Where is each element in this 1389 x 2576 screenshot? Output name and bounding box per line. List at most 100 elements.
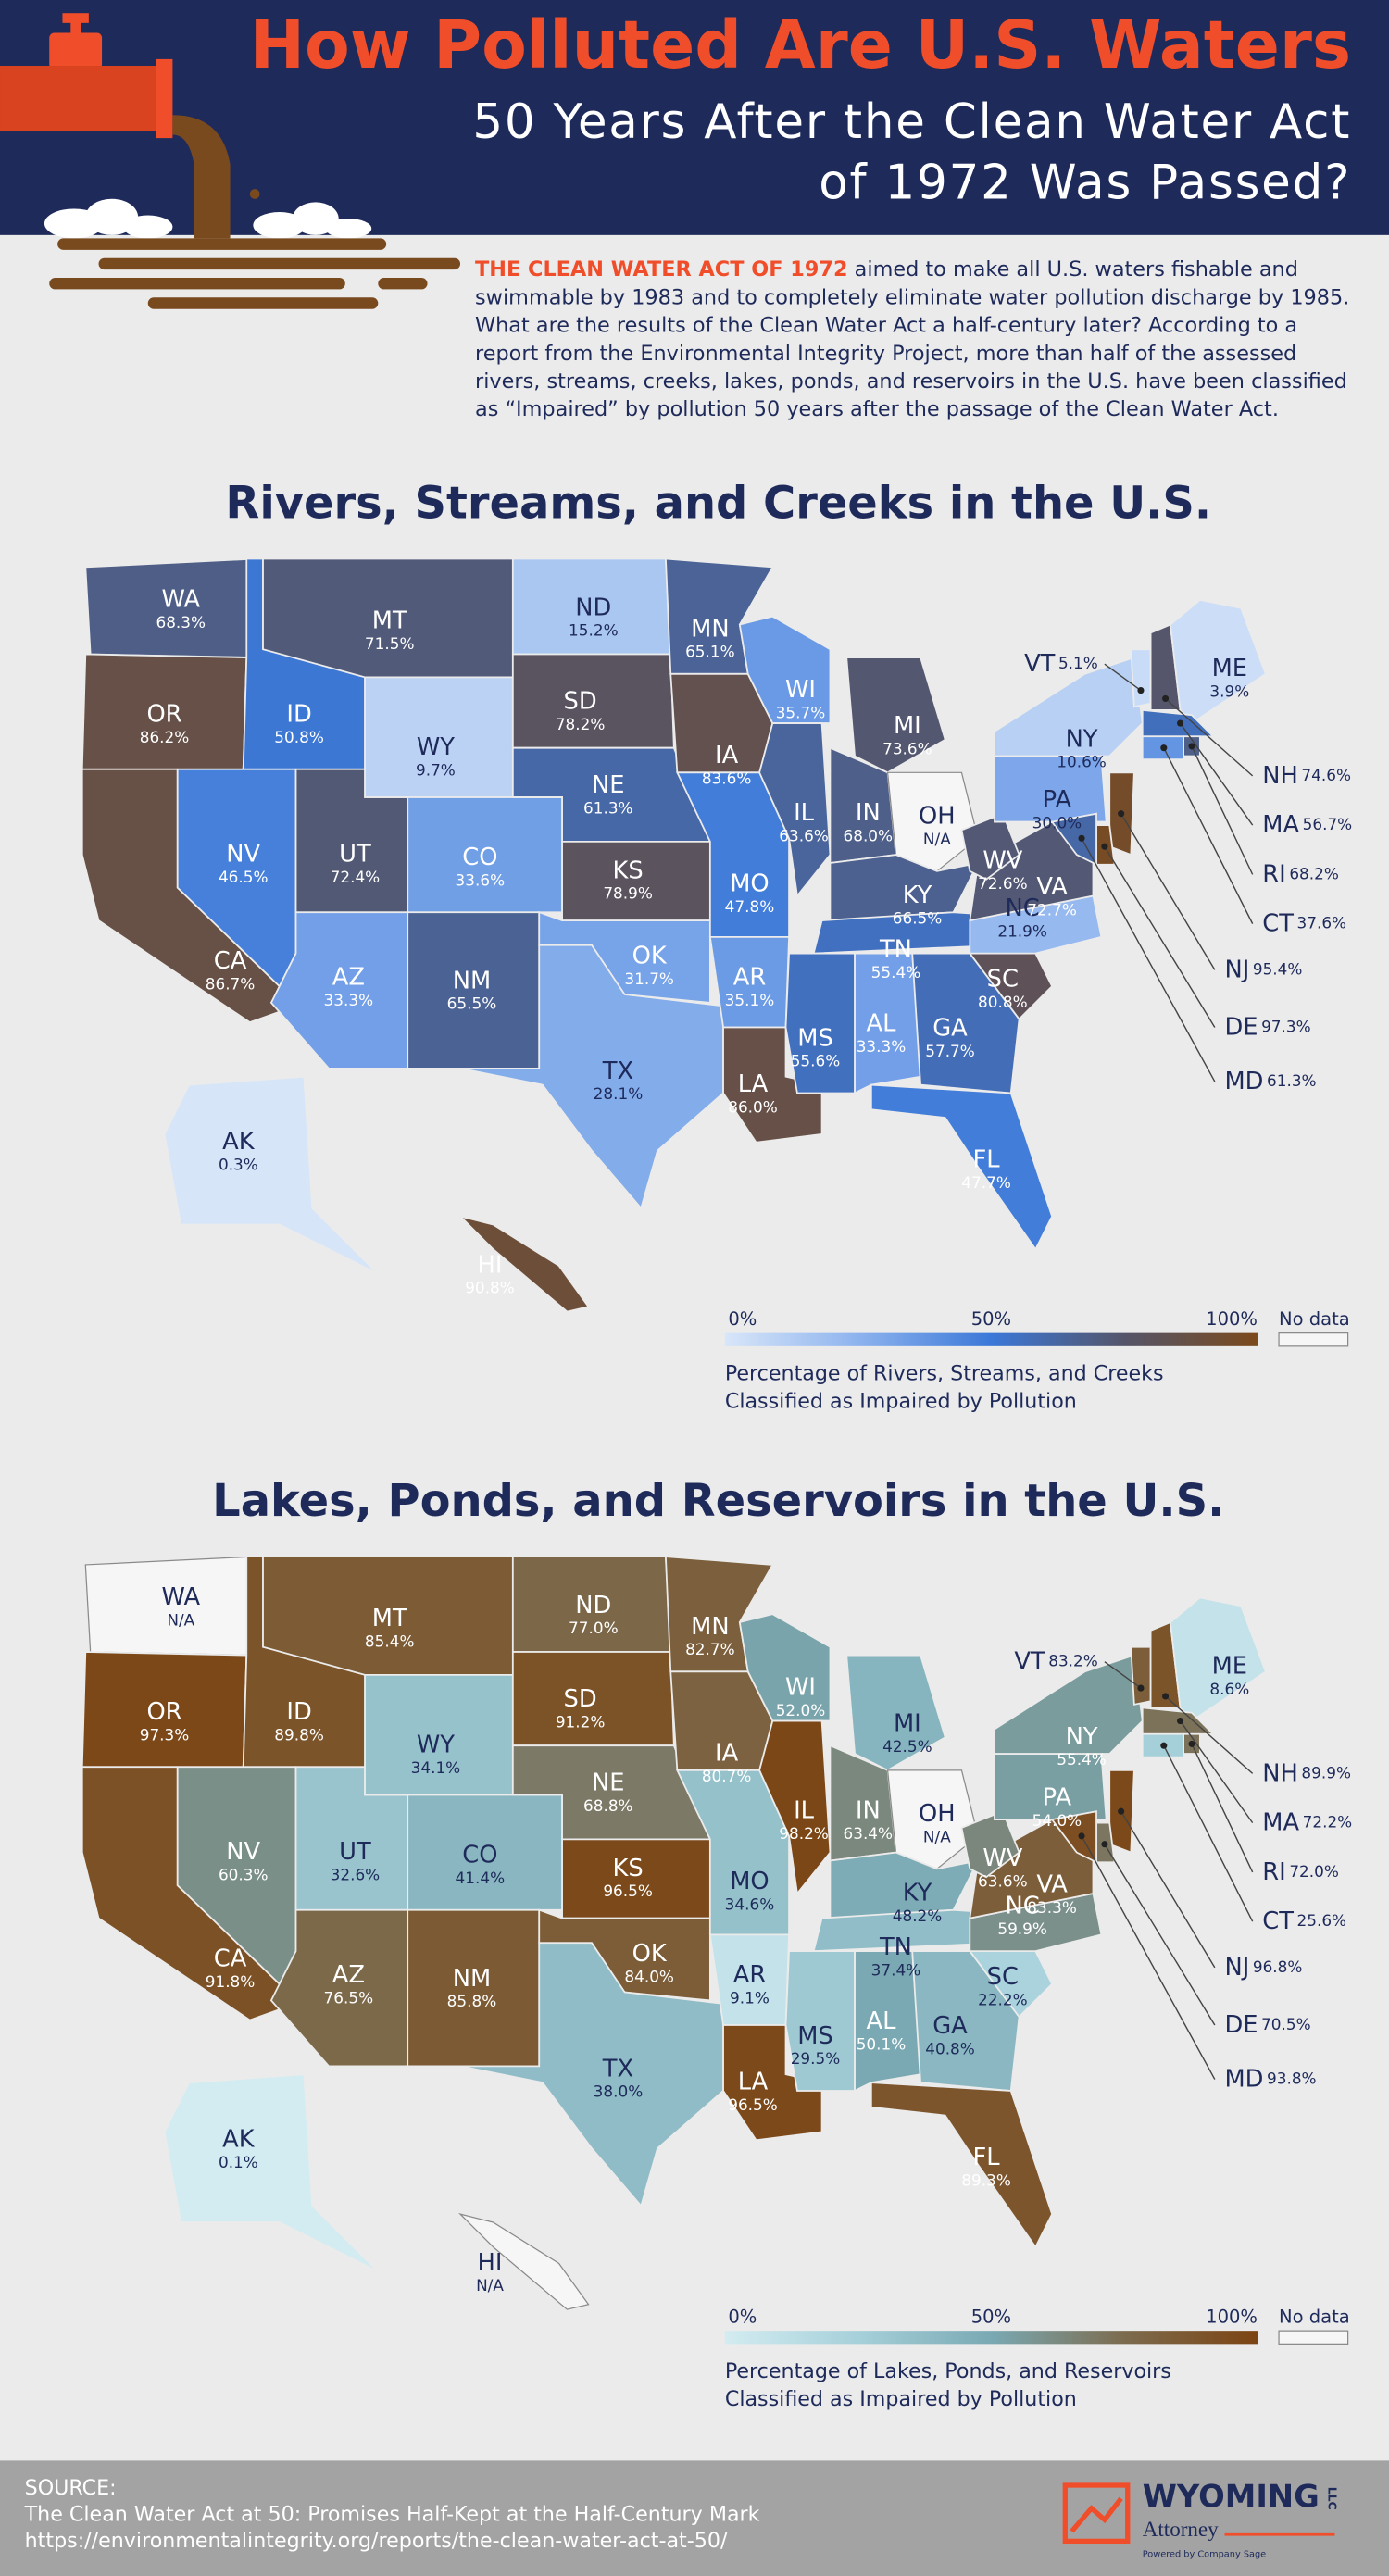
legend-bar [724,2331,1258,2345]
state-value: 97.3% [1261,1017,1311,1035]
state-abbr: OK [632,943,668,970]
state-abbr: MI [894,1710,921,1738]
state-abbr: AZ [332,1961,365,1989]
state-abbr: ND [575,1592,611,1619]
map-title: Lakes, Ponds, and Reservoirs in the U.S. [212,1476,1224,1527]
state-value: N/A [167,1610,194,1629]
state-callout: NH 89.9% [1262,1759,1351,1787]
state-callout: RI 68.2% [1262,860,1339,888]
map-title: Rivers, Streams, and Creeks in the U.S. [225,479,1211,530]
state-abbr: AL [867,1009,897,1037]
state-value: 78.2% [556,715,606,733]
state-value: 68.8% [583,1796,633,1815]
state [854,1950,922,2093]
state-abbr: ND [575,594,611,621]
legend-no-data-swatch [1278,1332,1349,1347]
state [758,1719,832,1896]
state [911,1950,1020,2092]
state-abbr: TX [602,1057,633,1085]
state-value: 80.8% [978,993,1028,1011]
state-value: N/A [476,2276,504,2295]
state-value: 28.1% [594,1084,644,1103]
state-abbr: KY [903,1879,932,1907]
state-abbr: UT [339,1838,371,1866]
state-abbr: MT [372,607,407,635]
state [1130,1645,1152,1706]
state-value: 46.5% [219,868,269,886]
state-value: 97.3% [140,1726,190,1744]
state-abbr: OH [919,803,956,831]
state-value: 3.9% [1209,682,1249,700]
state [784,952,856,1094]
state [457,1214,591,1313]
state-value: 59.9% [997,1919,1047,1938]
state-value: 72.2% [1303,1813,1353,1832]
state-value: 77.0% [569,1619,619,1637]
state [886,1769,979,1870]
page-subtitle: 50 Years After the Clean Water Act [472,94,1351,150]
state-value: 72.7% [1027,900,1077,919]
state-abbr: GA [932,1015,968,1043]
state-value: 40.8% [925,2040,975,2058]
callout-dot [1160,744,1168,752]
legend-no-data: No data [1279,2306,1350,2327]
state [845,657,946,774]
state-abbr: SD [564,687,597,715]
callout-dot [1078,1832,1085,1840]
state-value: 85.8% [447,1992,497,2010]
state-abbr: AR [733,1961,767,1989]
state-value: 93.8% [1267,2070,1317,2088]
source-url: https://environmentalintegrity.org/repor… [25,2529,728,2553]
state-value: 35.7% [776,703,826,721]
state-value: 98.2% [779,1824,829,1843]
state-abbr: PA [1043,786,1072,814]
state-callout: DE 97.3% [1224,1013,1310,1041]
state-value: 9.1% [730,1989,770,2007]
state-abbr: MO [730,870,769,898]
state-abbr: CA [214,1945,247,1972]
logo-tagline: Powered by Company Sage [1143,2550,1266,2560]
state-value: 21.9% [997,922,1047,941]
state-abbr: OK [632,1940,668,1968]
state [969,1819,1095,1919]
state-abbr: NM [453,967,491,994]
state-abbr: MT [372,1605,407,1632]
callout-dot [1188,743,1195,750]
state-abbr: SD [564,1685,597,1713]
state-value: 22.2% [978,1990,1028,2008]
callout-line [1081,1835,1216,2080]
state-abbr: VT [1024,650,1056,678]
state-abbr: TX [602,2055,633,2082]
logo: WYOMING LLC Attorney Powered by Company … [1062,2479,1339,2560]
maps: Rivers, Streams, and Creeks in the U.S. W… [81,479,1353,2411]
state-callout: NH 74.6% [1262,761,1351,789]
state-abbr: VT [1014,1647,1045,1675]
state-value: 32.6% [331,1865,381,1883]
state-abbr: AR [733,964,767,992]
state-abbr: MA [1262,1808,1299,1836]
callout-line [1120,1810,1216,1969]
state-abbr: IN [856,1797,881,1825]
state-abbr: CT [1262,909,1294,937]
state-callout: VT 5.1% [1024,650,1098,678]
callout-dot [1160,1742,1168,1749]
state-value: 56.7% [1303,815,1353,833]
state-abbr: MD [1224,1068,1263,1095]
state-abbr: NJ [1224,1953,1249,1981]
legend-caption: Percentage of Lakes, Ponds, and Reservoi… [725,2359,1171,2383]
state-abbr: WY [417,1732,455,1759]
state-abbr: KS [613,1855,644,1882]
callout-line [1163,1744,1254,1922]
state-abbr: AK [222,1128,256,1156]
state-abbr: WY [417,733,455,761]
state-abbr: VA [1036,1871,1068,1899]
state-callout: RI 72.0% [1262,1857,1339,1885]
state-abbr: KS [613,857,644,884]
legend-tick-label: 0% [728,1308,757,1330]
state-abbr: SC [987,965,1019,993]
state-value: 34.1% [411,1758,461,1777]
state-value: 25.6% [1297,1911,1347,1930]
state [911,952,1020,1094]
state-value: 0.1% [219,2153,258,2171]
